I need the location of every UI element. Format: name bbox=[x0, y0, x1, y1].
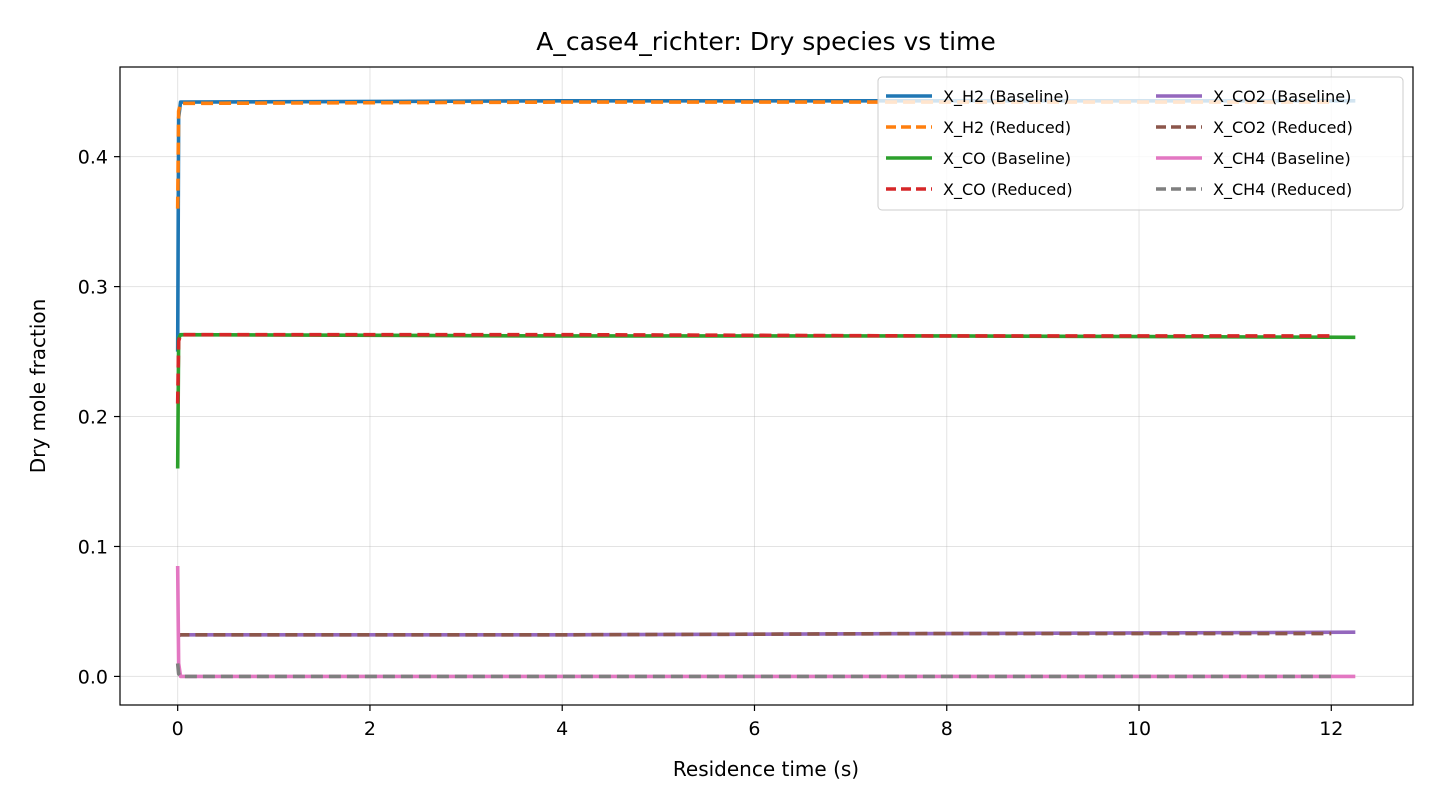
x-axis-label: Residence time (s) bbox=[673, 757, 859, 781]
legend: X_H2 (Baseline) X_H2 (Reduced) X_CO (Basel… bbox=[877, 76, 1404, 211]
series-line-x-h2-reduced bbox=[175, 100, 1332, 209]
ticks: 0 2 4 6 8 10 12 0.0 0.1 0.2 0.3 0.4 bbox=[78, 147, 1344, 740]
legend-entry: X_CO (Reduced) bbox=[943, 180, 1073, 200]
legend-entry: X_CH4 (Baseline) bbox=[1213, 149, 1351, 169]
series-line-x-ch4-reduced bbox=[175, 663, 1332, 679]
legend-entry: X_CO (Baseline) bbox=[943, 149, 1071, 169]
y-tick-label: 0.1 bbox=[78, 536, 108, 558]
series-line-x-co-reduced bbox=[175, 332, 1332, 404]
legend-entry: X_H2 (Baseline) bbox=[943, 87, 1070, 107]
x-tick-label: 2 bbox=[364, 718, 376, 740]
x-tick-label: 4 bbox=[556, 718, 568, 740]
y-tick-label: 0.4 bbox=[78, 147, 108, 169]
y-axis-label: Dry mole fraction bbox=[26, 299, 50, 474]
x-tick-label: 8 bbox=[941, 718, 953, 740]
series-layer bbox=[175, 98, 1356, 679]
y-tick-label: 0.0 bbox=[78, 666, 108, 688]
plot-frame bbox=[119, 66, 1414, 706]
legend-entry: X_CO2 (Reduced) bbox=[1213, 118, 1353, 138]
chart-title: A_case4_richter: Dry species vs time bbox=[536, 27, 996, 56]
x-tick-label: 12 bbox=[1319, 718, 1343, 740]
legend-entry: X_CH4 (Reduced) bbox=[1213, 180, 1352, 200]
legend-entry: X_H2 (Reduced) bbox=[943, 118, 1071, 138]
x-tick-label: 6 bbox=[748, 718, 760, 740]
y-tick-label: 0.3 bbox=[78, 277, 108, 299]
legend-entry: X_CO2 (Baseline) bbox=[1213, 87, 1351, 107]
legend-box bbox=[877, 76, 1404, 211]
y-tick-label: 0.2 bbox=[78, 407, 108, 429]
x-tick-label: 10 bbox=[1127, 718, 1151, 740]
x-tick-label: 0 bbox=[172, 718, 184, 740]
